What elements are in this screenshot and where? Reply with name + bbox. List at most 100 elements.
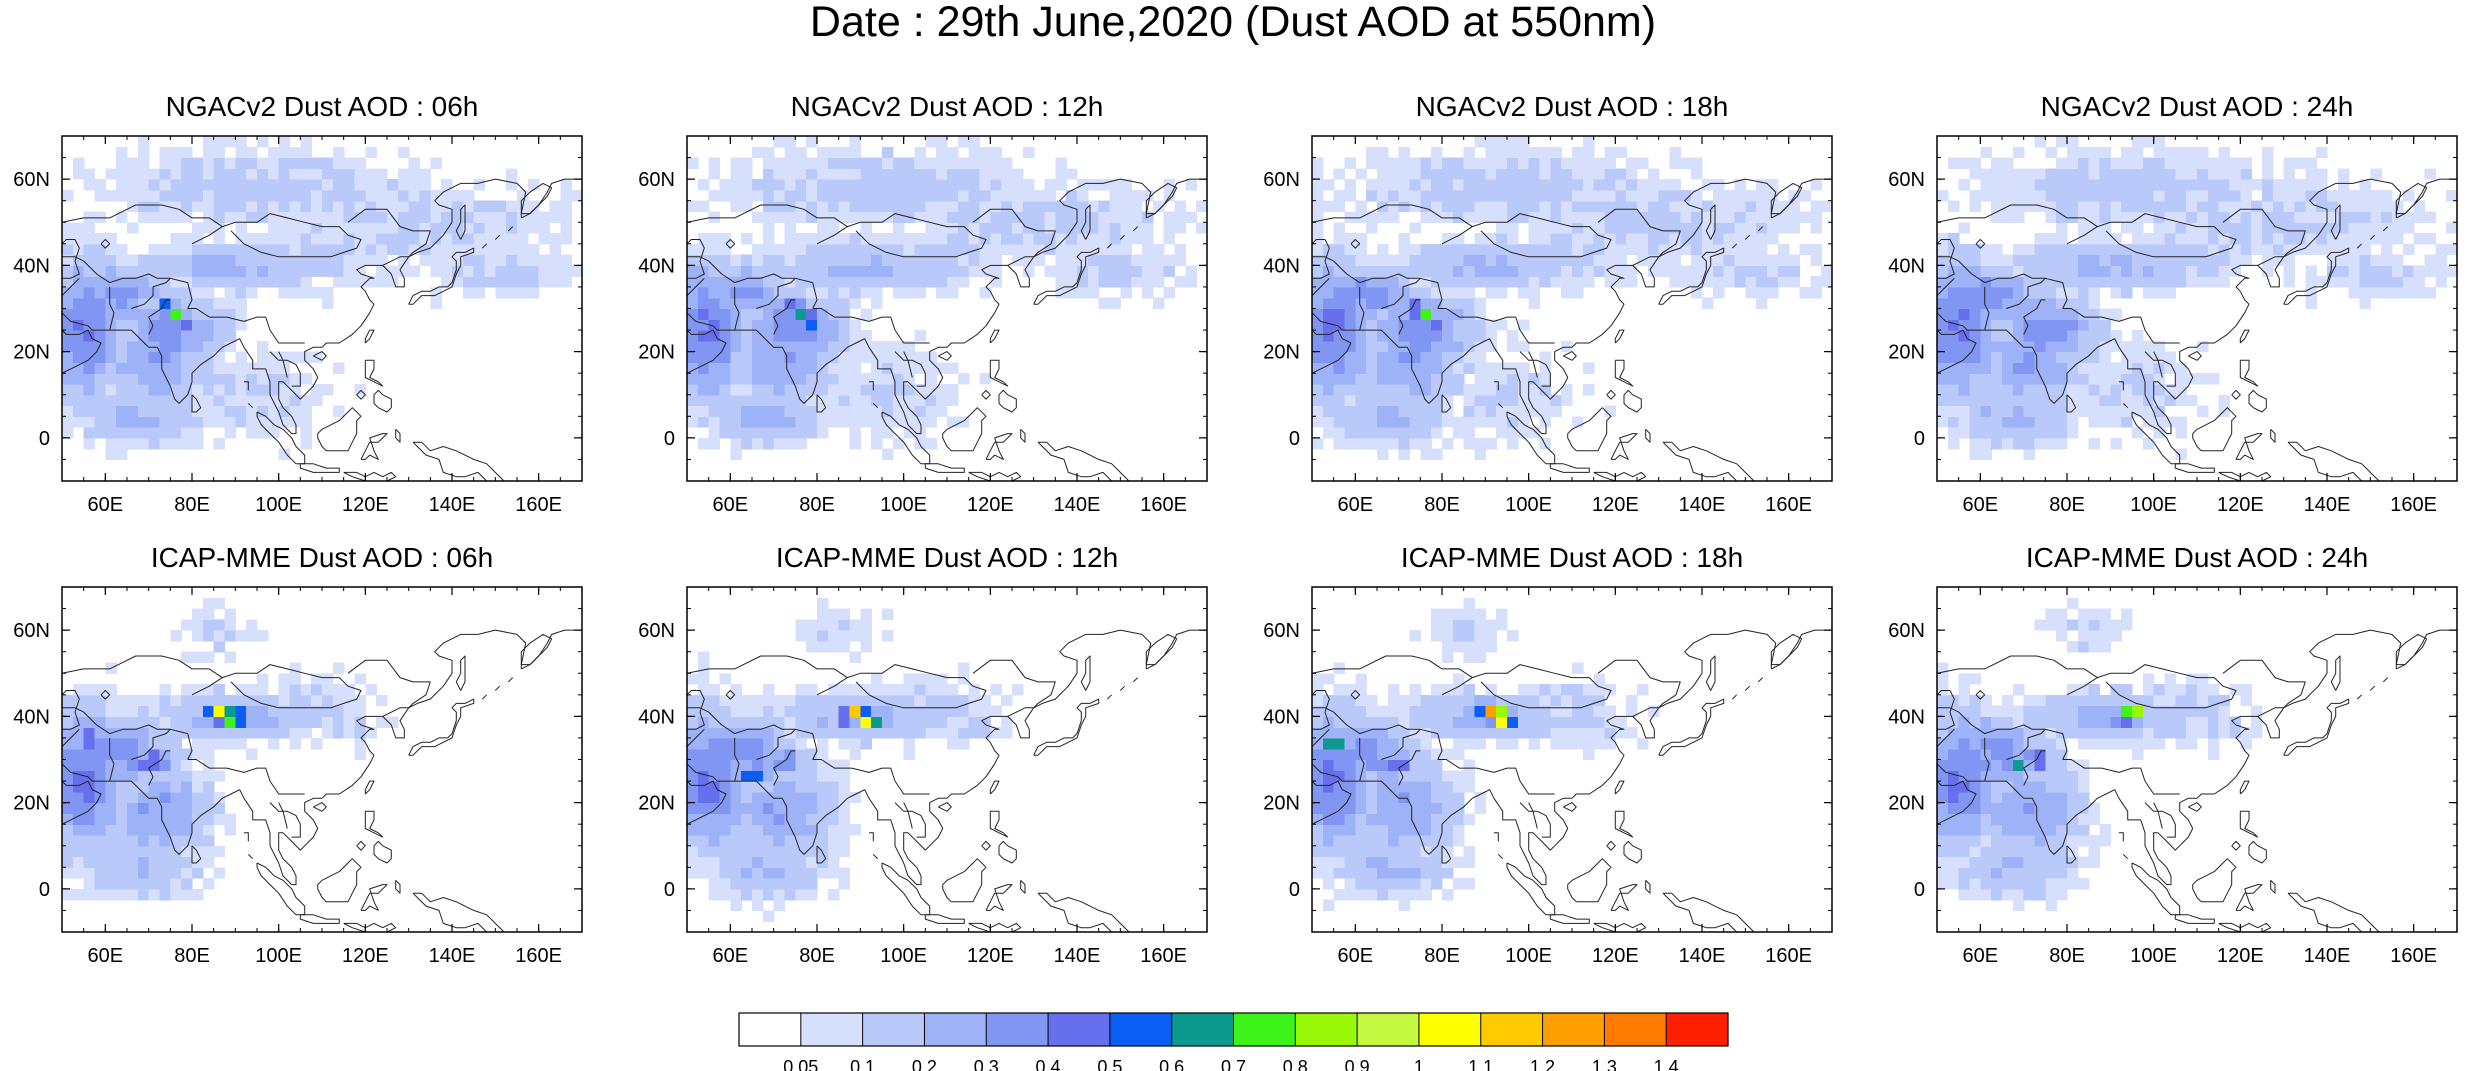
colorbar-swatch bbox=[924, 1013, 987, 1046]
y-tick-label: 20N bbox=[1888, 342, 1925, 364]
colorbar-swatch bbox=[1295, 1013, 1358, 1046]
colorbar-label: 0.4 bbox=[1036, 1057, 1061, 1071]
y-tick-label: 0 bbox=[664, 879, 675, 901]
map-panel-ngac-12h: 60E 80E 100E 120E 140E 160E 60N 40N 20N 0 bbox=[638, 135, 1208, 516]
y-tick-label: 60N bbox=[1263, 169, 1300, 191]
colorbar-label: 0.6 bbox=[1159, 1057, 1184, 1071]
panel-title-ngac-18h: NGACv2 Dust AOD : 18h bbox=[1415, 91, 1729, 122]
dust-aod-field-icap-24h bbox=[1937, 597, 2263, 912]
y-tick-label: 60N bbox=[13, 169, 50, 191]
x-tick-label: 80E bbox=[174, 945, 210, 967]
colorbar-swatch bbox=[1109, 1013, 1173, 1046]
colorbar-label: 1.3 bbox=[1592, 1057, 1617, 1071]
colorbar-label: 0.8 bbox=[1283, 1057, 1308, 1071]
x-tick-label: 120E bbox=[342, 945, 389, 967]
coastline-icap-18h bbox=[1311, 629, 1832, 933]
colorbar-label: 0.5 bbox=[1097, 1057, 1122, 1071]
y-tick-label: 0 bbox=[664, 428, 675, 450]
y-tick-label: 0 bbox=[1914, 428, 1925, 450]
colorbar-swatch bbox=[1418, 1013, 1482, 1046]
x-tick-label: 80E bbox=[2049, 494, 2085, 516]
x-tick-label: 120E bbox=[967, 494, 1014, 516]
colorbar-swatch bbox=[1604, 1013, 1667, 1046]
y-tick-label: 60N bbox=[638, 169, 675, 191]
map-panel-ngac-24h: 60E 80E 100E 120E 140E 160E 60N 40N 20N 0 bbox=[1888, 135, 2458, 516]
map-panel-icap-06h: 60E 80E 100E 120E 140E 160E 60N 40N 20N 0 bbox=[13, 586, 583, 967]
coastline-icap-24h bbox=[1936, 629, 2457, 933]
colorbar-label: 1.1 bbox=[1468, 1057, 1493, 1071]
x-tick-label: 160E bbox=[1765, 494, 1812, 516]
colorbar-swatch bbox=[862, 1013, 925, 1046]
colorbar: 0.05 0.1 0.2 0.3 0.4 0.5 0.6 0.7 0.8 0.9 1 1.1 1.2 1.… bbox=[738, 1012, 1729, 1071]
x-tick-label: 100E bbox=[255, 945, 302, 967]
coastline-icap-12h bbox=[686, 629, 1207, 933]
y-tick-label: 20N bbox=[638, 342, 675, 364]
y-tick-label: 40N bbox=[13, 706, 50, 728]
y-tick-label: 40N bbox=[1263, 255, 1300, 277]
panel-title-icap-12h: ICAP-MME Dust AOD : 12h bbox=[775, 542, 1119, 573]
y-tick-label: 0 bbox=[1289, 879, 1300, 901]
x-tick-label: 100E bbox=[2130, 945, 2177, 967]
panel-title-ngac-06h: NGACv2 Dust AOD : 06h bbox=[165, 91, 479, 122]
figure-title: Date : 29th June,2020 (Dust AOD at 550nm… bbox=[809, 0, 1657, 46]
x-tick-label: 100E bbox=[1505, 494, 1552, 516]
x-tick-label: 160E bbox=[515, 945, 562, 967]
x-tick-label: 140E bbox=[2304, 494, 2351, 516]
x-tick-label: 120E bbox=[342, 494, 389, 516]
x-tick-label: 120E bbox=[2217, 494, 2264, 516]
y-tick-label: 40N bbox=[638, 706, 675, 728]
colorbar-swatch bbox=[739, 1013, 802, 1046]
y-tick-label: 0 bbox=[39, 879, 50, 901]
dust-aod-field-ngac-06h bbox=[62, 136, 583, 461]
x-tick-label: 100E bbox=[1505, 945, 1552, 967]
x-tick-label: 80E bbox=[799, 945, 835, 967]
map-panel-icap-24h: 60E 80E 100E 120E 140E 160E 60N 40N 20N 0 bbox=[1888, 586, 2458, 967]
coastline-icap-06h bbox=[61, 629, 582, 933]
colorbar-swatch bbox=[1233, 1013, 1296, 1046]
y-tick-label: 20N bbox=[13, 342, 50, 364]
y-tick-label: 20N bbox=[13, 793, 50, 815]
x-tick-label: 140E bbox=[429, 494, 476, 516]
x-tick-label: 60E bbox=[88, 494, 124, 516]
x-tick-label: 60E bbox=[713, 494, 749, 516]
dust-aod-field-ngac-18h bbox=[1312, 136, 1833, 461]
y-tick-label: 40N bbox=[638, 255, 675, 277]
x-tick-label: 140E bbox=[1679, 945, 1726, 967]
colorbar-swatch bbox=[1542, 1013, 1605, 1046]
x-tick-label: 80E bbox=[2049, 945, 2085, 967]
colorbar-swatch bbox=[800, 1013, 864, 1046]
x-tick-label: 80E bbox=[174, 494, 210, 516]
y-tick-label: 20N bbox=[638, 793, 675, 815]
y-tick-label: 0 bbox=[1914, 879, 1925, 901]
colorbar-swatch bbox=[1480, 1013, 1543, 1046]
y-tick-label: 20N bbox=[1263, 342, 1300, 364]
x-tick-label: 120E bbox=[967, 945, 1014, 967]
y-tick-label: 40N bbox=[1263, 706, 1300, 728]
colorbar-swatch bbox=[1357, 1013, 1420, 1046]
y-tick-label: 40N bbox=[1888, 706, 1925, 728]
x-tick-label: 100E bbox=[880, 494, 927, 516]
y-tick-label: 0 bbox=[1289, 428, 1300, 450]
y-tick-label: 60N bbox=[638, 620, 675, 642]
x-tick-label: 160E bbox=[1140, 945, 1187, 967]
x-tick-label: 160E bbox=[2390, 494, 2437, 516]
x-tick-label: 100E bbox=[255, 494, 302, 516]
x-tick-label: 120E bbox=[2217, 945, 2264, 967]
x-tick-label: 60E bbox=[1338, 945, 1374, 967]
panel-title-icap-06h: ICAP-MME Dust AOD : 06h bbox=[150, 542, 494, 573]
dust-aod-field-ngac-24h bbox=[1937, 136, 2458, 461]
panel-title-icap-24h: ICAP-MME Dust AOD : 24h bbox=[2025, 542, 2369, 573]
x-tick-label: 160E bbox=[1765, 945, 1812, 967]
colorbar-label: 1.2 bbox=[1530, 1057, 1555, 1071]
x-tick-label: 160E bbox=[1140, 494, 1187, 516]
colorbar-swatch bbox=[986, 1013, 1049, 1046]
x-tick-label: 120E bbox=[1592, 494, 1639, 516]
y-tick-label: 60N bbox=[1888, 169, 1925, 191]
x-tick-label: 60E bbox=[1963, 945, 1999, 967]
dust-aod-field-icap-06h bbox=[62, 597, 399, 901]
x-tick-label: 140E bbox=[429, 945, 476, 967]
coastline-ngac-06h bbox=[61, 178, 582, 482]
colorbar-swatch bbox=[1048, 1013, 1111, 1046]
map-panel-icap-12h: 60E 80E 100E 120E 140E 160E 60N 40N 20N 0 bbox=[638, 586, 1208, 967]
